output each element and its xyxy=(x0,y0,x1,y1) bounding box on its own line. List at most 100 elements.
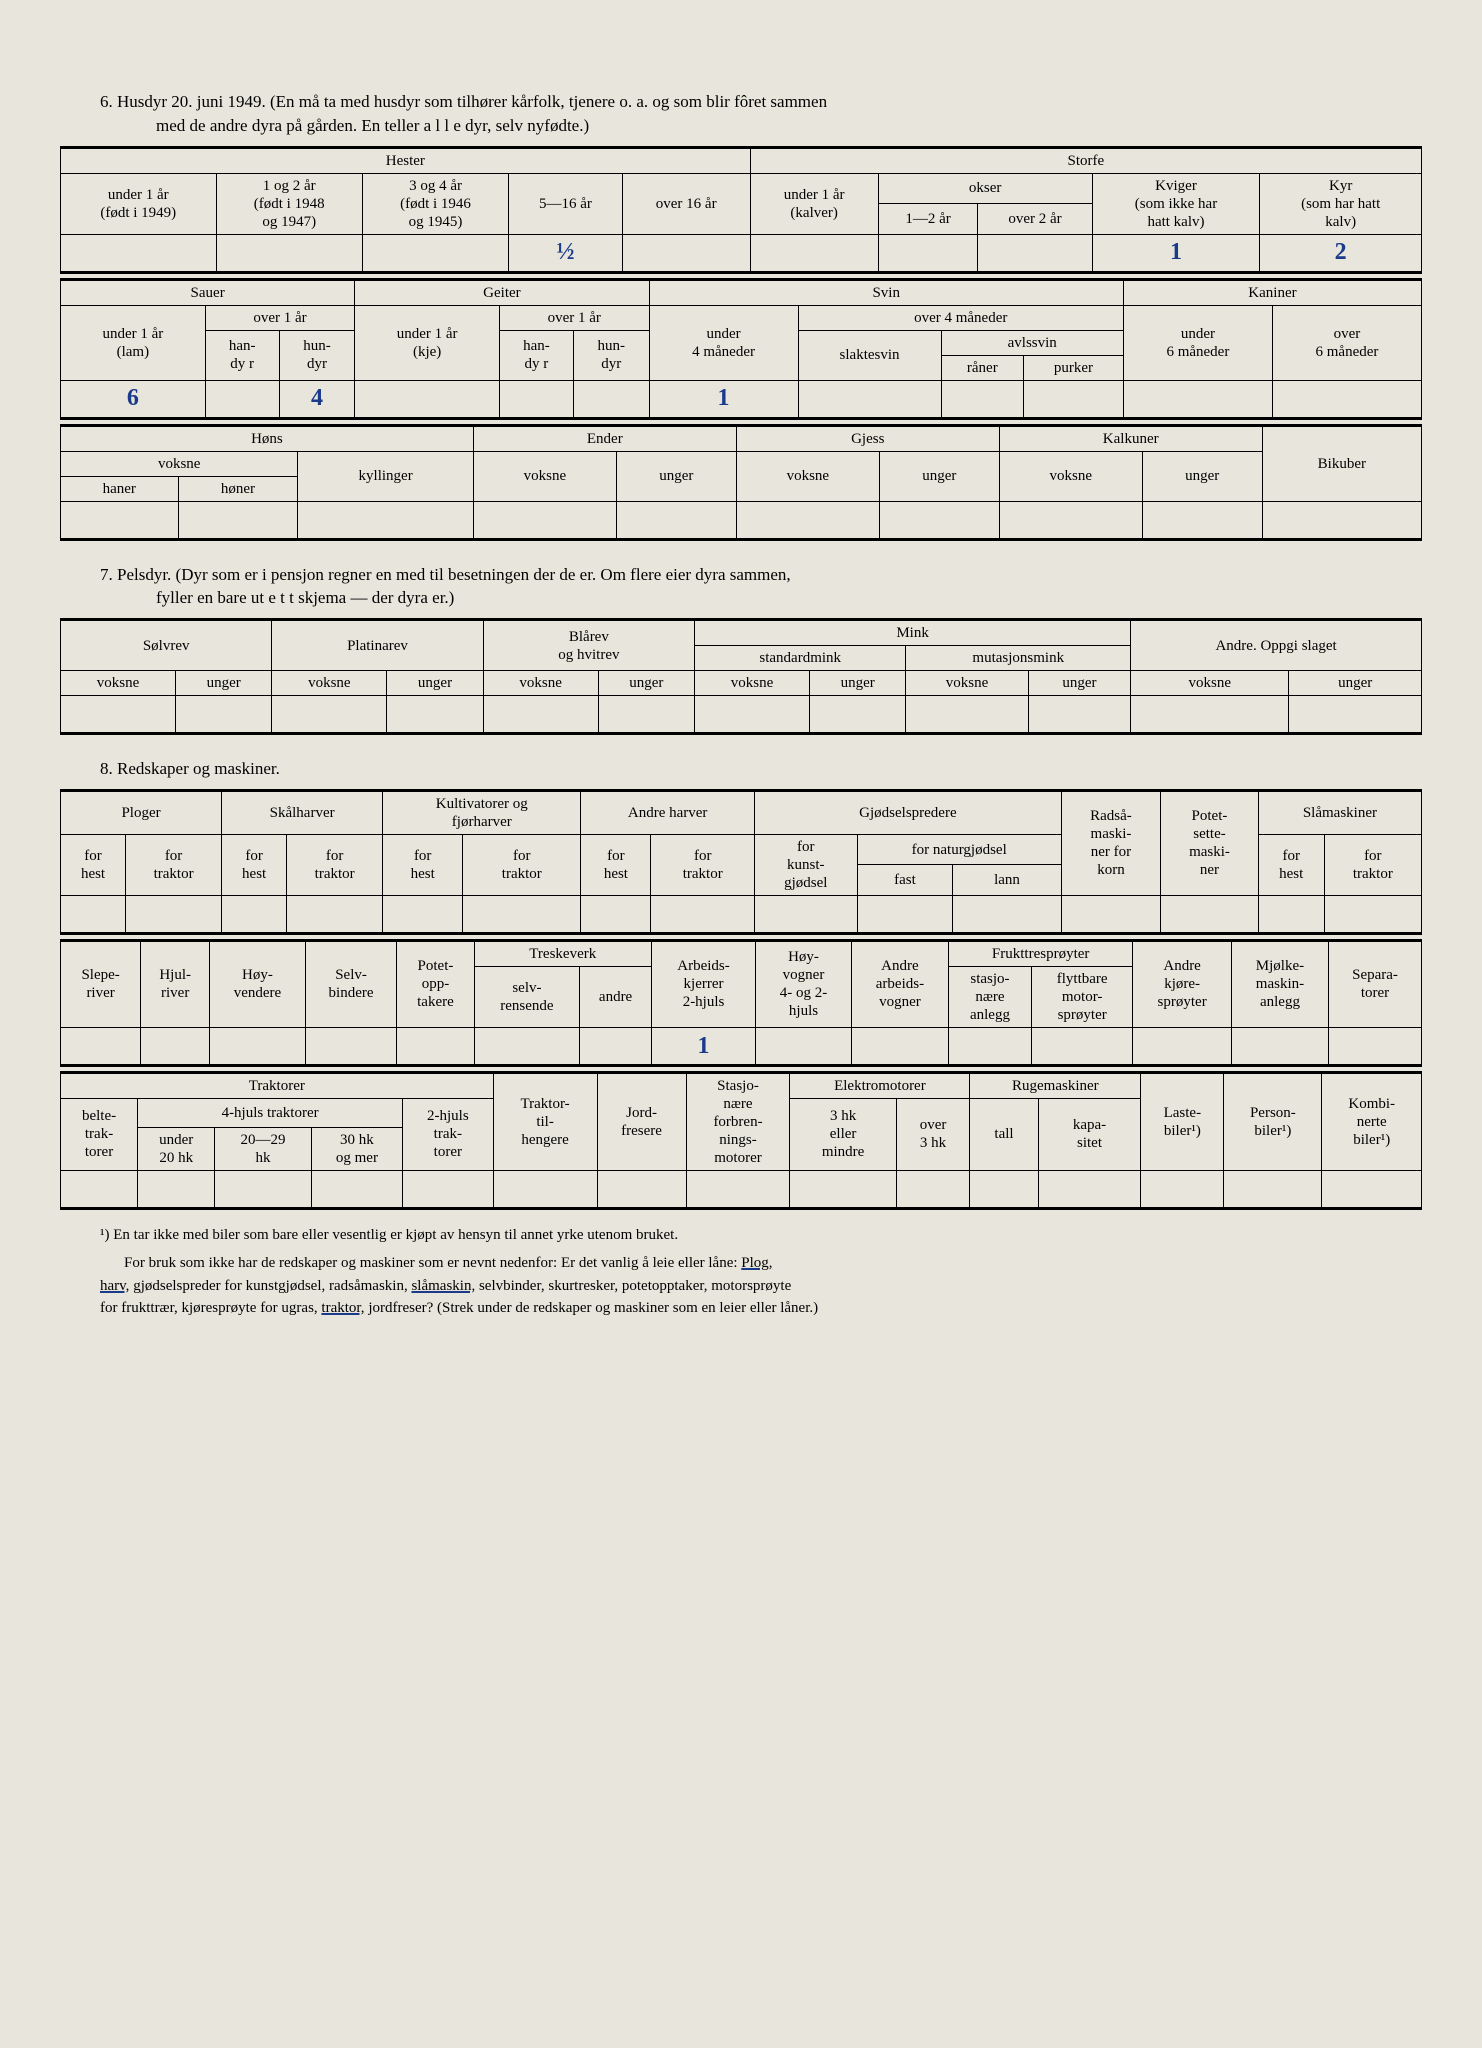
cell[interactable] xyxy=(1224,1170,1322,1208)
cell[interactable] xyxy=(298,501,473,539)
cell[interactable] xyxy=(1028,696,1131,734)
cell[interactable] xyxy=(878,234,978,272)
cell[interactable] xyxy=(483,696,598,734)
cell[interactable] xyxy=(383,895,463,933)
cell[interactable] xyxy=(387,696,483,734)
std: standardmink xyxy=(695,646,906,671)
cell[interactable] xyxy=(175,696,271,734)
cell[interactable] xyxy=(810,696,906,734)
sep: Separa- torer xyxy=(1329,940,1422,1027)
cell[interactable] xyxy=(790,1170,896,1208)
cell[interactable] xyxy=(362,234,508,272)
cell[interactable] xyxy=(598,696,694,734)
cell[interactable] xyxy=(948,1027,1031,1065)
cell-arb[interactable]: 1 xyxy=(651,1027,755,1065)
cell[interactable] xyxy=(573,380,649,418)
cell[interactable] xyxy=(355,380,500,418)
potopp: Potet- opp- takere xyxy=(397,940,474,1027)
cell[interactable] xyxy=(1142,501,1262,539)
e-unger: unger xyxy=(616,451,736,501)
cell[interactable] xyxy=(138,1170,215,1208)
cell[interactable] xyxy=(493,1170,597,1208)
cell[interactable] xyxy=(754,895,857,933)
cell[interactable] xyxy=(906,696,1028,734)
cell-sahun[interactable]: 4 xyxy=(279,380,355,418)
fn2d: gjødselspreder for kunstgjødsel, radsåma… xyxy=(133,1278,411,1294)
cell[interactable] xyxy=(61,696,176,734)
cell[interactable] xyxy=(622,234,750,272)
cell[interactable] xyxy=(1061,895,1160,933)
cell[interactable] xyxy=(1272,380,1421,418)
cell[interactable] xyxy=(61,501,179,539)
cell[interactable] xyxy=(178,501,298,539)
cell[interactable] xyxy=(978,234,1092,272)
cell[interactable] xyxy=(222,895,287,933)
cell[interactable] xyxy=(403,1170,494,1208)
cell[interactable] xyxy=(216,234,362,272)
cell[interactable] xyxy=(851,1027,948,1065)
cell[interactable] xyxy=(1161,895,1259,933)
cell[interactable] xyxy=(1133,1027,1232,1065)
fh: for hest xyxy=(581,834,651,895)
cell[interactable] xyxy=(879,501,999,539)
cell[interactable] xyxy=(126,895,222,933)
cell[interactable] xyxy=(941,380,1024,418)
cell[interactable] xyxy=(1024,380,1124,418)
cell[interactable] xyxy=(1031,1027,1132,1065)
cell[interactable] xyxy=(141,1027,210,1065)
cell[interactable] xyxy=(287,895,383,933)
cell[interactable] xyxy=(463,895,581,933)
hjul4: 4-hjuls traktorer xyxy=(138,1098,403,1127)
sa-han: han- dy r xyxy=(205,330,279,380)
cell[interactable] xyxy=(616,501,736,539)
cell[interactable] xyxy=(1262,501,1421,539)
cell[interactable] xyxy=(736,501,879,539)
cell[interactable] xyxy=(581,895,651,933)
cell[interactable] xyxy=(61,895,126,933)
cell[interactable] xyxy=(695,696,810,734)
cell[interactable] xyxy=(473,501,616,539)
cell-sa1[interactable]: 6 xyxy=(61,380,206,418)
cell[interactable] xyxy=(272,696,387,734)
kunst: for kunst- gjødsel xyxy=(754,834,857,895)
ka1: under 6 måneder xyxy=(1123,305,1272,380)
cell-s5[interactable]: 2 xyxy=(1260,234,1422,272)
cell[interactable] xyxy=(61,1170,138,1208)
cell[interactable] xyxy=(1123,380,1272,418)
cell[interactable] xyxy=(798,380,941,418)
cell[interactable] xyxy=(686,1170,790,1208)
cell[interactable] xyxy=(597,1170,686,1208)
cell[interactable] xyxy=(1141,1170,1224,1208)
cell[interactable] xyxy=(970,1170,1038,1208)
cell[interactable] xyxy=(305,1027,396,1065)
cell[interactable] xyxy=(210,1027,306,1065)
cell[interactable] xyxy=(499,380,573,418)
cell[interactable] xyxy=(397,1027,474,1065)
cell-s4[interactable]: 1 xyxy=(1092,234,1260,272)
cell-h4[interactable]: ½ xyxy=(509,234,622,272)
cell[interactable] xyxy=(1231,1027,1328,1065)
cell[interactable] xyxy=(857,895,953,933)
cell[interactable] xyxy=(1289,696,1422,734)
cell[interactable] xyxy=(61,234,217,272)
cell[interactable] xyxy=(1258,895,1324,933)
cell[interactable] xyxy=(1329,1027,1422,1065)
cell[interactable] xyxy=(953,895,1062,933)
cell-sv1[interactable]: 1 xyxy=(649,380,798,418)
cell[interactable] xyxy=(1131,696,1289,734)
cell[interactable] xyxy=(1322,1170,1422,1208)
cell[interactable] xyxy=(896,1170,970,1208)
k-unger: unger xyxy=(1142,451,1262,501)
cell[interactable] xyxy=(1324,895,1421,933)
cell[interactable] xyxy=(1038,1170,1141,1208)
cell[interactable] xyxy=(215,1170,312,1208)
cell[interactable] xyxy=(474,1027,580,1065)
cell[interactable] xyxy=(756,1027,852,1065)
cell[interactable] xyxy=(651,895,755,933)
cell[interactable] xyxy=(999,501,1142,539)
cell[interactable] xyxy=(205,380,279,418)
cell[interactable] xyxy=(750,234,878,272)
cell[interactable] xyxy=(580,1027,652,1065)
cell[interactable] xyxy=(311,1170,402,1208)
cell[interactable] xyxy=(61,1027,141,1065)
